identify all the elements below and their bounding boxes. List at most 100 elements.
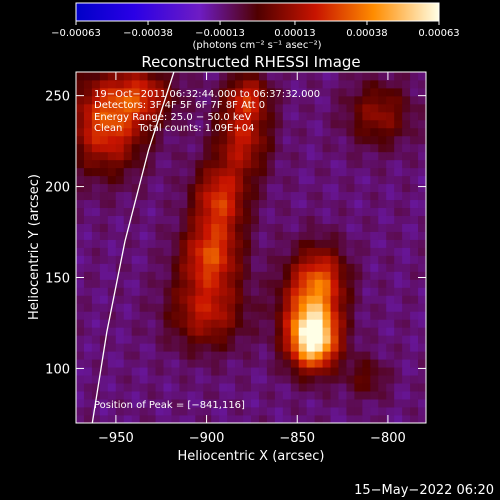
heatmap-cell [251, 319, 260, 328]
heatmap-cell [322, 223, 331, 232]
heatmap-cell [386, 119, 395, 129]
heatmap-cell [76, 295, 85, 304]
heatmap-cell [195, 191, 204, 201]
heatmap-cell [290, 239, 300, 248]
heatmap-cell [107, 199, 117, 209]
heatmap-cell [203, 87, 212, 97]
heatmap-cell [195, 295, 204, 304]
heatmap-cell [235, 263, 244, 272]
heatmap-cell [346, 239, 355, 248]
heatmap-cell [227, 79, 236, 89]
heatmap-cell [187, 279, 196, 288]
heatmap-cell [219, 239, 228, 248]
heatmap-cell [338, 295, 347, 304]
heatmap-cell [346, 183, 355, 193]
heatmap-cell [274, 111, 284, 121]
heatmap-cell [346, 359, 355, 368]
heatmap-cell [370, 255, 379, 264]
heatmap-cell [76, 127, 85, 137]
heatmap-cell [203, 359, 212, 368]
y-axis-label: Heliocentric Y (arcsec) [27, 174, 42, 320]
heatmap-cell [179, 175, 188, 185]
heatmap-cell [171, 375, 180, 384]
heatmap-cell [274, 239, 284, 248]
heatmap-cell [76, 231, 85, 240]
heatmap-cell [338, 319, 347, 328]
heatmap-cell [298, 127, 308, 137]
heatmap-cell [298, 159, 308, 169]
heatmap-cell [107, 391, 117, 400]
heatmap-cell [418, 391, 426, 400]
heatmap-cell [179, 103, 188, 113]
heatmap-cell [338, 79, 347, 89]
heatmap-cell [402, 367, 411, 376]
heatmap-cell [195, 87, 204, 97]
heatmap-cell [386, 391, 395, 400]
heatmap-cell [314, 175, 323, 185]
heatmap-cell [362, 239, 371, 248]
heatmap-cell [274, 391, 284, 400]
heatmap-cell [139, 303, 148, 312]
heatmap-cell [298, 327, 308, 336]
heatmap-cell [83, 199, 93, 209]
heatmap-cell [354, 391, 363, 400]
heatmap-cell [139, 367, 148, 376]
heatmap-cell [282, 103, 292, 113]
heatmap-cell [147, 95, 156, 105]
heatmap-cell [386, 359, 395, 368]
heatmap-cell [187, 399, 196, 408]
heatmap-cell [274, 175, 284, 185]
heatmap-cell [211, 103, 220, 113]
heatmap-cell [338, 95, 347, 105]
heatmap-cell [123, 159, 133, 169]
heatmap-cell [274, 271, 284, 280]
heatmap-cell [219, 319, 228, 328]
heatmap-cell [306, 215, 316, 224]
heatmap-cell [163, 72, 172, 81]
heatmap-cell [147, 351, 156, 360]
heatmap-cell [83, 287, 93, 296]
heatmap-cell [179, 327, 188, 336]
heatmap-cell [338, 303, 347, 312]
heatmap-cell [266, 383, 276, 392]
heatmap-cell [123, 151, 133, 161]
heatmap-cell [370, 111, 379, 121]
heatmap-cell [219, 287, 228, 296]
heatmap-cell [386, 207, 395, 216]
heatmap-cell [290, 367, 300, 376]
heatmap-cell [131, 391, 141, 400]
heatmap-cell [243, 127, 252, 137]
heatmap-cell [378, 391, 387, 400]
heatmap-cell [266, 111, 276, 121]
heatmap-cell [354, 159, 363, 169]
heatmap-cell [211, 199, 220, 209]
heatmap-cell [123, 287, 133, 296]
heatmap-cell [227, 159, 236, 169]
heatmap-cell [410, 135, 419, 145]
heatmap-cell [370, 79, 379, 89]
heatmap-cell [386, 175, 395, 185]
heatmap-cell [354, 263, 363, 272]
heatmap-cell [338, 263, 347, 272]
heatmap-cell [330, 415, 339, 423]
heatmap-cell [274, 135, 284, 145]
heatmap-cell [251, 159, 260, 169]
heatmap-cell [410, 311, 419, 320]
heatmap-cell [258, 111, 268, 121]
heatmap-cell [195, 359, 204, 368]
heatmap-cell [211, 263, 220, 272]
heatmap-cell [402, 271, 411, 280]
heatmap-cell [346, 207, 355, 216]
heatmap-cell [83, 87, 93, 97]
heatmap-cell [187, 215, 196, 224]
heatmap-cell [290, 319, 300, 328]
heatmap-cell [346, 367, 355, 376]
heatmap-cell [219, 135, 228, 145]
heatmap-cell [131, 263, 141, 272]
heatmap-cell [235, 151, 244, 161]
heatmap-cell [107, 167, 117, 177]
heatmap-cell [402, 375, 411, 384]
heatmap-cell [386, 319, 395, 328]
heatmap-cell [155, 215, 164, 224]
heatmap-cell [266, 95, 276, 105]
